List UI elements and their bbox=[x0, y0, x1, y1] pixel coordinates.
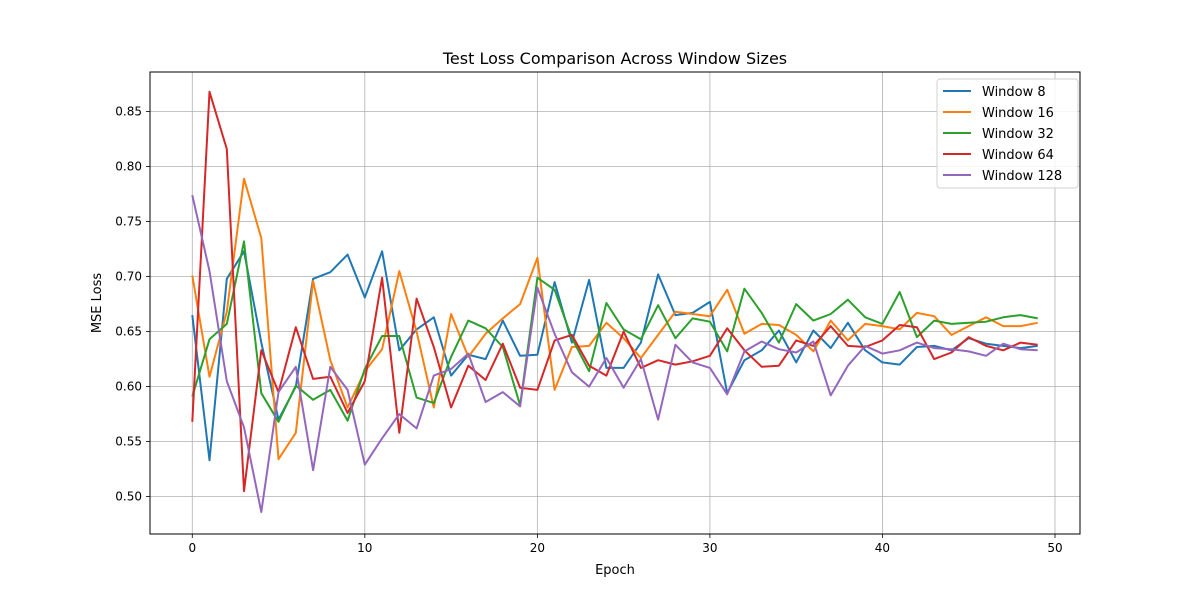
tick-layer: 0 10 20 30 40 50 0.50 0.55 0.60 0.65 0.70 0.75 0.80 0… bbox=[115, 105, 1062, 555]
x-tick-label: 10 bbox=[357, 541, 372, 555]
y-tick-label: 0.50 bbox=[115, 490, 142, 504]
x-tick-label: 20 bbox=[530, 541, 545, 555]
chart-title: Test Loss Comparison Across Window Sizes bbox=[442, 49, 787, 68]
y-tick-label: 0.85 bbox=[115, 105, 142, 119]
legend-box bbox=[936, 78, 1079, 189]
y-axis-label: MSE Loss bbox=[90, 273, 105, 334]
series-layer bbox=[191, 90, 1038, 513]
series-line-window-32 bbox=[191, 240, 1038, 423]
plot-area-frame bbox=[149, 71, 1081, 535]
legend-label: Window 16 bbox=[982, 106, 1054, 121]
y-tick-label: 0.55 bbox=[115, 435, 142, 449]
y-tick-label: 0.60 bbox=[115, 380, 142, 394]
legend-label: Window 128 bbox=[982, 169, 1062, 184]
y-tick-label: 0.65 bbox=[115, 325, 142, 339]
x-tick-label: 40 bbox=[875, 541, 890, 555]
y-tick-label: 0.80 bbox=[115, 160, 142, 174]
series-line-window-8 bbox=[191, 250, 1038, 462]
y-tick-label: 0.75 bbox=[115, 215, 142, 229]
legend-label: Window 8 bbox=[982, 85, 1046, 100]
legend-label: Window 64 bbox=[982, 148, 1054, 163]
x-tick-label: 0 bbox=[188, 541, 196, 555]
series-line-window-64 bbox=[191, 90, 1038, 493]
legend: Window 8 Window 16 Window 32 Window 64 Windo… bbox=[936, 78, 1079, 189]
x-axis-label: Epoch bbox=[595, 563, 635, 578]
legend-label: Window 32 bbox=[982, 127, 1054, 142]
y-tick-label: 0.70 bbox=[115, 270, 142, 284]
series-line-window-128 bbox=[191, 194, 1038, 513]
x-tick-label: 50 bbox=[1047, 541, 1062, 555]
x-tick-label: 30 bbox=[702, 541, 717, 555]
